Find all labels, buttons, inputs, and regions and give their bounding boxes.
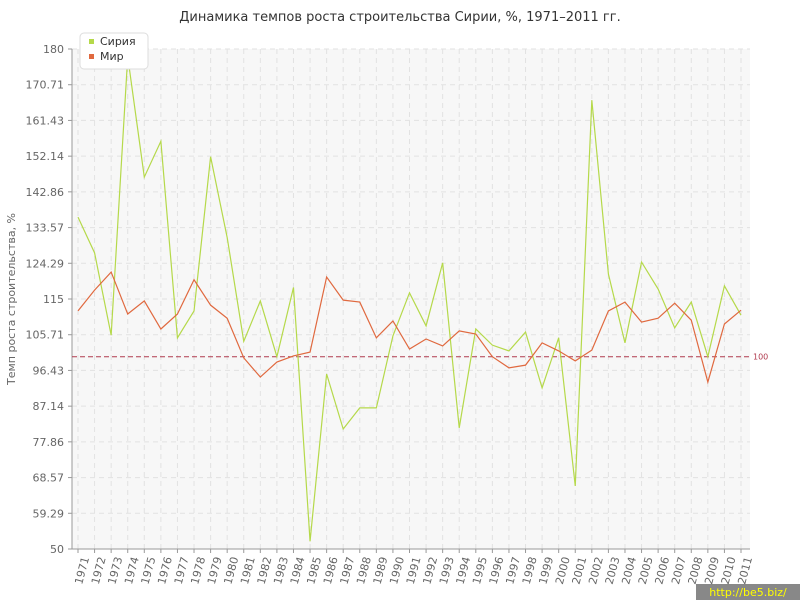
y-tick-label: 59.29: [33, 507, 65, 520]
watermark: http://be5.biz/: [709, 586, 787, 599]
legend-swatch: [89, 54, 94, 59]
y-axis-label: Темп роста строительства, %: [5, 213, 18, 386]
legend-box: [79, 32, 149, 70]
y-tick-label: 124.29: [26, 257, 65, 270]
y-tick-label: 115: [43, 293, 64, 306]
y-tick-label: 96.43: [33, 364, 65, 377]
y-tick-label: 87.14: [33, 400, 65, 413]
reference-label: 100: [753, 353, 768, 362]
y-tick-label: 77.86: [33, 436, 65, 449]
y-tick-label: 105.71: [26, 329, 65, 342]
legend-label: Сирия: [100, 35, 136, 48]
legend-swatch: [89, 39, 94, 44]
y-tick-label: 170.71: [26, 79, 65, 92]
y-tick-label: 152.14: [26, 150, 65, 163]
y-tick-label: 142.86: [26, 186, 65, 199]
series-line: [77, 56, 742, 542]
watermark-bg: [696, 584, 800, 600]
legend-label: Мир: [100, 50, 124, 63]
y-tick-label: 50: [50, 543, 64, 556]
y-tick-label: 180: [43, 43, 64, 56]
y-tick-label: 68.57: [33, 472, 65, 485]
y-tick-label: 133.57: [26, 222, 65, 235]
chart-title: Динамика темпов роста строительства Сири…: [179, 10, 620, 25]
series-line: [77, 270, 742, 385]
y-tick-label: 161.43: [26, 114, 65, 127]
